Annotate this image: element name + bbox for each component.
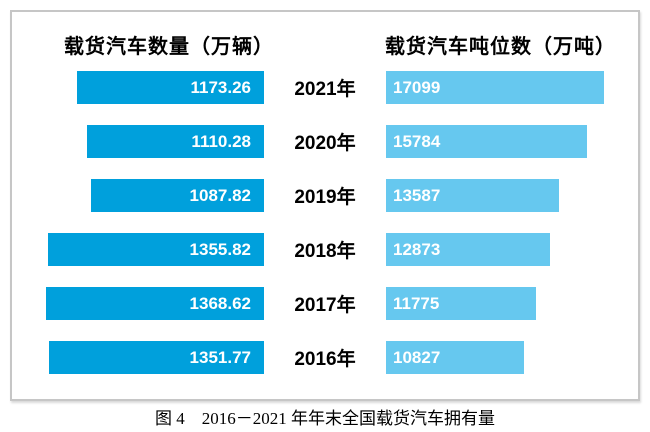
truck-count-value: 1087.82 [189,185,251,205]
year-label: 2018年 [294,241,356,262]
truck-count-bar: 1087.82 [91,179,264,212]
tonnage-value: 10827 [393,347,441,367]
year-label: 2019年 [294,187,356,208]
chart-row: 1368.62 2017年 11775 [46,287,604,320]
truck-count-bar: 1110.28 [87,125,264,158]
tonnage-value: 11775 [393,293,440,313]
right-bar-cell: 11775 [386,287,604,320]
right-bar-cell: 12873 [386,233,604,266]
tonnage-value: 12873 [393,239,441,259]
left-bar-cell: 1351.77 [46,341,264,374]
truck-count-bar: 1351.77 [49,341,264,374]
truck-count-value: 1110.28 [191,131,251,151]
year-label: 2021年 [294,79,356,100]
left-bar-cell: 1368.62 [46,287,264,320]
year-label: 2016年 [294,349,356,370]
truck-count-bar: 1368.62 [46,287,264,320]
chart-frame: 载货汽车数量（万辆） 载货汽车吨位数（万吨） 1173.26 2021年 17099… [10,10,640,401]
tonnage-bar: 13587 [386,179,559,212]
right-bar-cell: 13587 [386,179,604,212]
year-label: 2017年 [294,295,356,316]
figure-caption: 图 4 2016－2021 年年末全国载货汽车拥有量 [155,409,495,428]
truck-count-bar: 1173.26 [77,71,264,104]
right-series-header: 载货汽车吨位数（万吨） [385,36,616,58]
truck-count-value: 1351.77 [189,347,251,367]
left-bar-cell: 1087.82 [46,179,264,212]
tonnage-bar: 12873 [386,233,550,266]
chart-row: 1355.82 2018年 12873 [46,233,604,266]
tonnage-value: 17099 [393,77,441,97]
tonnage-bar: 10827 [386,341,524,374]
chart-row: 1110.28 2020年 15784 [46,125,604,158]
tonnage-bar: 17099 [386,71,604,104]
tonnage-bar: 11775 [386,287,536,320]
left-bar-cell: 1355.82 [46,233,264,266]
truck-count-value: 1355.82 [189,239,251,259]
chart-rows: 1173.26 2021年 17099 1110.28 2020年 15784 1087.8… [46,71,604,374]
chart-row: 1087.82 2019年 13587 [46,179,604,212]
left-bar-cell: 1173.26 [46,71,264,104]
left-series-header: 载货汽车数量（万辆） [64,36,274,58]
tonnage-value: 13587 [393,185,441,205]
tonnage-value: 15784 [393,131,441,151]
year-label: 2020年 [294,133,356,154]
truck-count-value: 1173.26 [190,77,251,97]
chart-row: 1173.26 2021年 17099 [46,71,604,104]
right-bar-cell: 17099 [386,71,604,104]
tonnage-bar: 15784 [386,125,587,158]
truck-count-value: 1368.62 [189,293,251,313]
chart-row: 1351.77 2016年 10827 [46,341,604,374]
right-bar-cell: 10827 [386,341,604,374]
right-bar-cell: 15784 [386,125,604,158]
truck-count-bar: 1355.82 [48,233,264,266]
left-bar-cell: 1110.28 [46,125,264,158]
